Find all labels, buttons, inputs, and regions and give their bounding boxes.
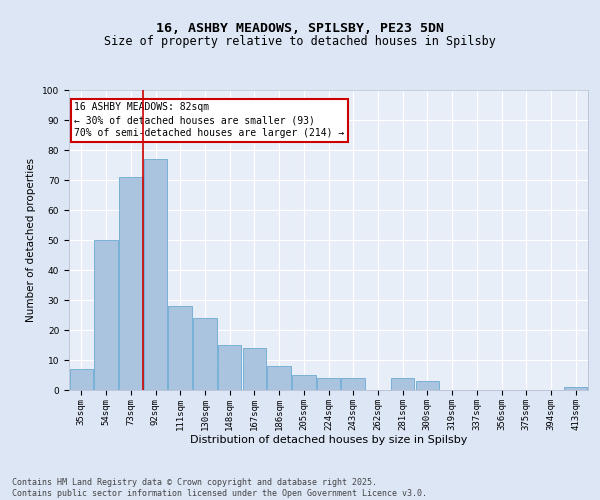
Text: 16 ASHBY MEADOWS: 82sqm
← 30% of detached houses are smaller (93)
70% of semi-de: 16 ASHBY MEADOWS: 82sqm ← 30% of detache… [74, 102, 344, 139]
Bar [391, 378, 415, 390]
Bar [144, 159, 167, 390]
Bar [292, 375, 316, 390]
Bar [268, 366, 291, 390]
Bar [70, 369, 93, 390]
Bar [416, 381, 439, 390]
Bar [119, 177, 143, 390]
Bar [193, 318, 217, 390]
Text: 16, ASHBY MEADOWS, SPILSBY, PE23 5DN: 16, ASHBY MEADOWS, SPILSBY, PE23 5DN [156, 22, 444, 36]
Y-axis label: Number of detached properties: Number of detached properties [26, 158, 37, 322]
Text: Size of property relative to detached houses in Spilsby: Size of property relative to detached ho… [104, 35, 496, 48]
Bar [242, 348, 266, 390]
X-axis label: Distribution of detached houses by size in Spilsby: Distribution of detached houses by size … [190, 436, 467, 446]
Bar [218, 345, 241, 390]
Bar [341, 378, 365, 390]
Bar [564, 387, 587, 390]
Bar [169, 306, 192, 390]
Bar [317, 378, 340, 390]
Text: Contains HM Land Registry data © Crown copyright and database right 2025.
Contai: Contains HM Land Registry data © Crown c… [12, 478, 427, 498]
Bar [94, 240, 118, 390]
